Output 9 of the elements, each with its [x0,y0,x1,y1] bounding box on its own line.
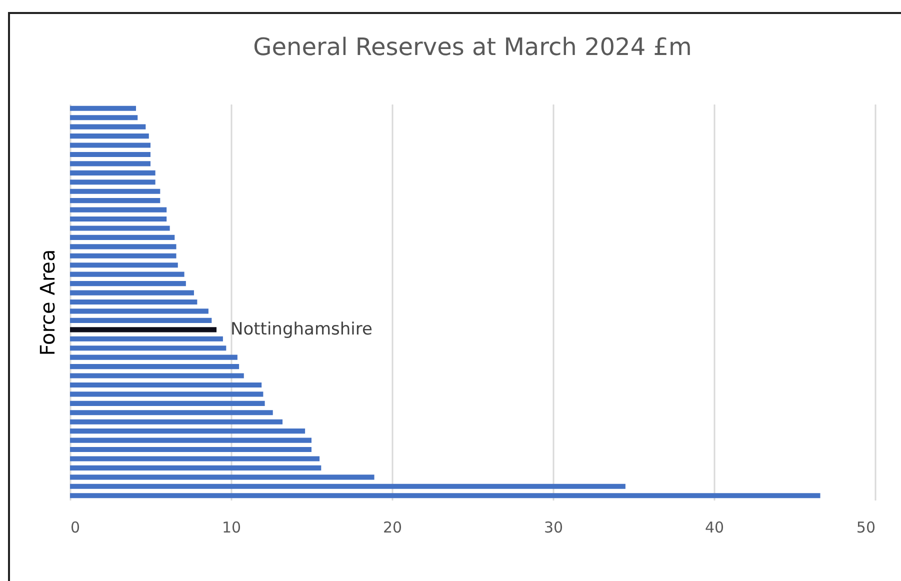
chart-title: General Reserves at March 2024 £m [253,33,692,61]
x-tick-label: 30 [544,518,564,536]
x-tick-label: 50 [856,518,876,536]
y-axis-title: Force Area [36,249,60,356]
x-tick-label: 10 [222,518,242,536]
x-tick-label: 0 [70,518,80,536]
y-tick-label: Nottinghamshire [230,320,372,340]
x-tick-label: 20 [382,518,402,536]
x-tick-label: 40 [704,518,724,536]
